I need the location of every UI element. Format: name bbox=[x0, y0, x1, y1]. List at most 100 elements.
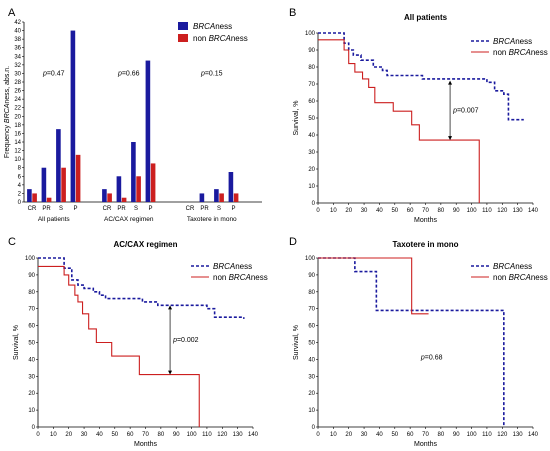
y-axis-label-part: Frequency bbox=[4, 123, 11, 158]
legend-label-part: BRCA bbox=[493, 262, 515, 271]
bar-brca bbox=[145, 60, 151, 203]
y-tick-label: 40 bbox=[308, 133, 315, 139]
x-tick-label: 120 bbox=[217, 432, 228, 438]
bar-brca bbox=[199, 193, 205, 202]
y-tick-label: 4 bbox=[18, 183, 22, 189]
y-tick-label: 100 bbox=[305, 31, 316, 37]
p-value: =0.47 bbox=[47, 70, 65, 77]
y-tick-label: 0 bbox=[312, 201, 316, 207]
p-value-label: p=0.66 bbox=[117, 70, 140, 77]
p-symbol: p bbox=[42, 70, 47, 77]
survival-curve-brca bbox=[38, 257, 245, 319]
x-tick-label: 140 bbox=[248, 432, 259, 438]
legend-label-part: ness bbox=[235, 262, 252, 271]
x-tick-label: 70 bbox=[142, 432, 149, 438]
p-symbol: p bbox=[200, 70, 205, 77]
x-axis-label: Months bbox=[414, 217, 437, 224]
bar-brca bbox=[41, 167, 47, 202]
y-tick-label: 100 bbox=[25, 256, 36, 262]
arrowhead-up bbox=[168, 305, 173, 310]
survival-curve-non-brca bbox=[38, 265, 200, 427]
p-symbol: p bbox=[420, 354, 425, 361]
y-tick-label: 38 bbox=[14, 37, 21, 43]
bar-non-brca bbox=[233, 193, 239, 202]
y-axis-label-part: BRCA bbox=[4, 103, 11, 123]
x-tick-label: 10 bbox=[330, 208, 337, 214]
category-label: CR bbox=[28, 206, 37, 212]
x-tick-label: 100 bbox=[467, 432, 478, 438]
x-tick-label: 120 bbox=[497, 432, 508, 438]
panel-letter-a: A bbox=[8, 7, 16, 19]
y-tick-label: 10 bbox=[14, 157, 21, 163]
legend-label: non BRCAness bbox=[493, 273, 548, 282]
y-tick-label: 14 bbox=[14, 140, 21, 146]
y-tick-label: 100 bbox=[305, 256, 316, 262]
y-tick-label: 90 bbox=[28, 273, 35, 279]
x-tick-label: 80 bbox=[438, 432, 445, 438]
category-label: CR bbox=[103, 206, 112, 212]
y-tick-label: 30 bbox=[28, 374, 35, 380]
p-value: =0.15 bbox=[205, 70, 223, 77]
y-tick-label: 0 bbox=[18, 200, 22, 206]
x-tick-label: 110 bbox=[202, 432, 212, 438]
y-tick-label: 60 bbox=[308, 324, 315, 330]
legend-label: BRCAness bbox=[193, 22, 232, 31]
panel-c: C AC/CAX regimen 0 10 20 30 40 50 60 70 80 90 100 0 10… bbox=[8, 236, 268, 448]
y-tick-label: 70 bbox=[308, 307, 315, 313]
y-tick-label: 50 bbox=[28, 341, 35, 347]
x-tick-label: 40 bbox=[376, 208, 383, 214]
y-tick-label: 32 bbox=[14, 63, 21, 69]
x-tick-label: 60 bbox=[407, 208, 414, 214]
y-axis-label: Frequency BRCAness, abs.n. bbox=[4, 66, 11, 158]
legend-label-part: non bbox=[493, 273, 509, 282]
y-tick-label: 10 bbox=[28, 408, 35, 414]
x-tick-label: 90 bbox=[453, 208, 460, 214]
x-axis-label: Months bbox=[414, 441, 437, 448]
y-tick-label: 30 bbox=[308, 374, 315, 380]
x-tick-label: 140 bbox=[528, 208, 539, 214]
legend-label-part: ness bbox=[251, 273, 268, 282]
y-tick-label: 60 bbox=[28, 324, 35, 330]
y-tick-label: 90 bbox=[308, 48, 315, 54]
survival-curve-non-brca bbox=[318, 257, 429, 315]
category-label: CR bbox=[186, 206, 195, 212]
panel-title: AC/CAX regimen bbox=[113, 240, 177, 249]
category-label: PR bbox=[117, 206, 126, 212]
x-axis-label: Months bbox=[134, 441, 157, 448]
legend-label-part: BRCA bbox=[209, 34, 231, 43]
x-tick-label: 130 bbox=[513, 432, 524, 438]
legend-label-part: BRCA bbox=[193, 22, 215, 31]
survival-curve-non-brca bbox=[318, 39, 480, 203]
legend-label: non BRCAness bbox=[193, 34, 248, 43]
panel-letter-c: C bbox=[8, 236, 16, 248]
legend-swatch bbox=[178, 22, 188, 30]
y-tick-label: 16 bbox=[14, 131, 21, 137]
bar-non-brca bbox=[32, 193, 37, 202]
legend-label-part: non bbox=[193, 34, 209, 43]
x-tick-label: 50 bbox=[391, 432, 398, 438]
y-tick-label: 90 bbox=[308, 273, 315, 279]
bar-non-brca bbox=[46, 197, 52, 202]
y-axis-label-part: ness, abs.n. bbox=[4, 66, 11, 104]
bar-non-brca bbox=[121, 197, 127, 202]
x-tick-label: 70 bbox=[422, 432, 429, 438]
x-tick-label: 110 bbox=[482, 208, 492, 214]
x-tick-label: 20 bbox=[65, 432, 72, 438]
x-tick-label: 30 bbox=[81, 432, 88, 438]
bar-non-brca bbox=[219, 193, 224, 202]
x-tick-label: 90 bbox=[173, 432, 180, 438]
x-tick-label: 120 bbox=[497, 208, 508, 214]
survival-curve-brca bbox=[318, 32, 524, 121]
bar-brca bbox=[131, 142, 136, 202]
group-label: AC/CAX regimen bbox=[104, 216, 154, 223]
bar-brca bbox=[116, 176, 122, 202]
y-tick-label: 80 bbox=[28, 290, 35, 296]
legend-label-part: ness bbox=[215, 22, 232, 31]
legend-label-part: non bbox=[493, 48, 509, 57]
legend-label-part: BRCA bbox=[213, 262, 235, 271]
y-tick-label: 12 bbox=[14, 149, 21, 155]
legend-label-part: ness bbox=[531, 48, 548, 57]
category-label: P bbox=[73, 206, 77, 212]
y-tick-label: 80 bbox=[308, 290, 315, 296]
